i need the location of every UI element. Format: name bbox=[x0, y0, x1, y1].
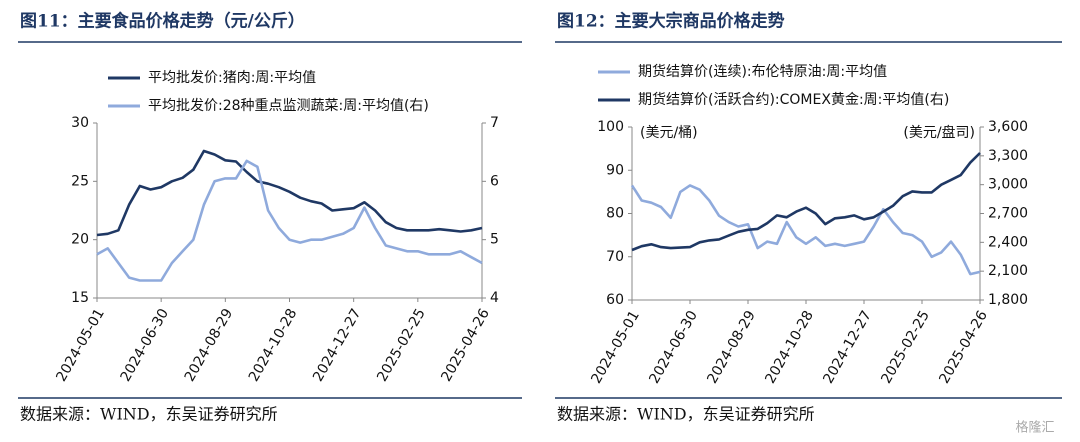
x-tick-label: 2024-12-27 bbox=[820, 308, 875, 386]
y2-tick-label: 4 bbox=[490, 290, 499, 306]
y2-tick-label: 7 bbox=[490, 115, 499, 131]
y-tick-label: 30 bbox=[71, 115, 89, 131]
x-tick-label: 2024-10-28 bbox=[762, 308, 817, 386]
series-line bbox=[96, 159, 483, 282]
chart-title: 图12：主要大宗商品价格走势 bbox=[557, 11, 785, 32]
series-line bbox=[631, 152, 981, 252]
y-tick-label: 90 bbox=[606, 162, 624, 178]
legend-label: 平均批发价:猪肉:周:平均值 bbox=[148, 70, 316, 86]
x-tick-label: 2024-06-30 bbox=[118, 306, 173, 384]
y-tick-label: 100 bbox=[597, 119, 624, 135]
y2-tick-label: 5 bbox=[490, 232, 499, 248]
watermark: 格隆汇 bbox=[1015, 420, 1054, 436]
x-tick-label: 2025-02-25 bbox=[374, 306, 429, 384]
y-tick-label: 15 bbox=[71, 290, 89, 306]
legend-label: 期货结算价(连续):布伦特原油:周:平均值 bbox=[638, 63, 887, 80]
series-line bbox=[630, 184, 981, 276]
y2-tick-label: 1,800 bbox=[988, 292, 1028, 308]
y-tick-label: 25 bbox=[71, 173, 89, 189]
y2-tick-label: 2,100 bbox=[988, 263, 1028, 279]
x-tick-label: 2024-08-29 bbox=[182, 306, 237, 384]
x-tick-label: 2024-05-01 bbox=[53, 306, 108, 384]
y2-tick-label: 6 bbox=[490, 173, 499, 189]
legend-label: 平均批发价:28种重点监测蔬菜:周:平均值(右) bbox=[148, 98, 429, 114]
x-tick-label: 2024-08-29 bbox=[704, 308, 759, 386]
y-tick-label: 60 bbox=[606, 292, 624, 308]
y2-tick-label: 3,300 bbox=[988, 148, 1028, 164]
y2-tick-label: 2,700 bbox=[988, 206, 1028, 222]
y2-tick-label: 3,000 bbox=[988, 177, 1028, 193]
chart-title: 图11：主要食品价格走势（元/公斤） bbox=[20, 11, 305, 32]
x-tick-label: 2024-06-30 bbox=[646, 308, 701, 386]
source: 数据来源：WIND，东吴证券研究所 bbox=[557, 405, 815, 424]
y-tick-label: 80 bbox=[606, 206, 624, 222]
axis-unit: (美元/桶) bbox=[640, 125, 698, 141]
y2-tick-label: 2,400 bbox=[988, 234, 1028, 250]
x-tick-label: 2024-12-27 bbox=[310, 306, 365, 384]
y-tick-label: 20 bbox=[71, 232, 89, 248]
x-tick-label: 2024-05-01 bbox=[588, 308, 643, 386]
y2-tick-label: 3,600 bbox=[988, 119, 1028, 135]
axis-unit: (美元/盘司) bbox=[903, 124, 975, 141]
x-tick-label: 2025-04-26 bbox=[438, 306, 493, 385]
source: 数据来源：WIND，东吴证券研究所 bbox=[20, 405, 278, 424]
x-tick-label: 2025-04-26 bbox=[936, 308, 991, 387]
series-line bbox=[96, 149, 483, 237]
legend-label: 期货结算价(活跃合约):COMEX黄金:周:平均值(右) bbox=[638, 91, 949, 108]
x-tick-label: 2024-10-28 bbox=[246, 306, 301, 384]
x-tick-label: 2025-02-25 bbox=[878, 308, 933, 386]
y-tick-label: 70 bbox=[606, 249, 624, 265]
